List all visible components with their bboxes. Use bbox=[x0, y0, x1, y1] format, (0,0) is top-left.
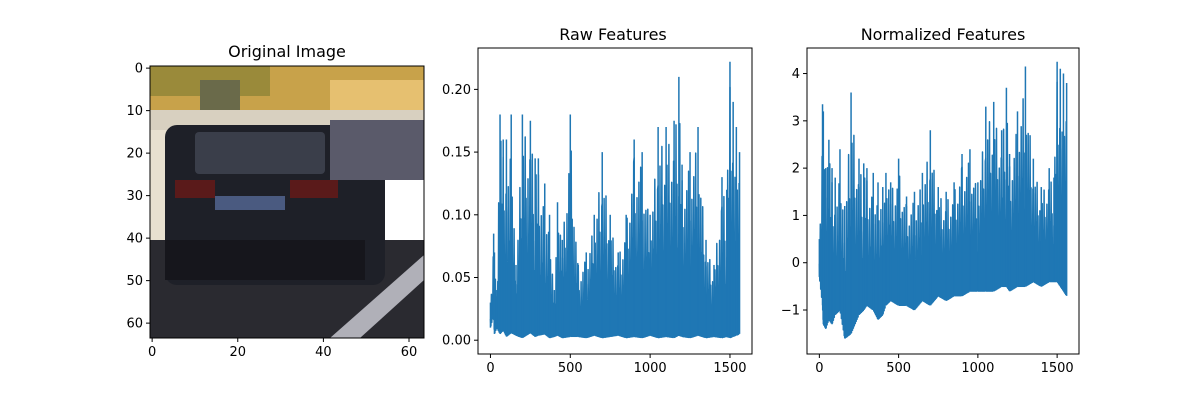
x-tick-label: 1500 bbox=[713, 361, 746, 376]
y-tick-label: −1 bbox=[781, 304, 800, 319]
x-tick-label: 40 bbox=[315, 345, 332, 360]
y-tick-label: 10 bbox=[126, 104, 143, 119]
x-tick-label: 0 bbox=[486, 361, 494, 376]
x-tick-label: 0 bbox=[815, 361, 823, 376]
y-tick-label: 50 bbox=[126, 274, 143, 289]
x-tick-label: 1000 bbox=[961, 361, 994, 376]
x-tick-label: 500 bbox=[558, 361, 583, 376]
normalized-features-title: Normalized Features bbox=[861, 25, 1026, 44]
image-panel: Original Image 0 20 40 60 0 10 20 30 40 50 60 bbox=[126, 42, 425, 360]
image-title: Original Image bbox=[228, 42, 346, 61]
y-tick-label: 3 bbox=[792, 114, 800, 129]
y-tick-label: 0.00 bbox=[442, 334, 471, 349]
y-tick-label: 0 bbox=[135, 62, 143, 77]
y-tick-label: 0.10 bbox=[442, 208, 471, 223]
y-tick-label: 20 bbox=[126, 147, 143, 162]
normalized-features-panel: Normalized Features 0 500 1000 1500 −1 0 1 2 3 4 bbox=[781, 25, 1080, 376]
image-ticks: 0 20 40 60 0 10 20 30 40 50 60 bbox=[126, 62, 417, 360]
y-tick-label: 0.20 bbox=[442, 83, 471, 98]
y-tick-label: 4 bbox=[792, 67, 800, 82]
y-tick-label: 0.15 bbox=[442, 146, 471, 161]
y-tick-label: 40 bbox=[126, 232, 143, 247]
car-image bbox=[150, 66, 424, 338]
y-tick-label: 30 bbox=[126, 189, 143, 204]
image-frame bbox=[149, 65, 425, 339]
raw-features-frame bbox=[477, 47, 753, 355]
x-tick-label: 500 bbox=[886, 361, 911, 376]
raw-features-plot bbox=[489, 61, 741, 339]
x-tick-label: 1000 bbox=[634, 361, 667, 376]
raw-features-panel: Raw Features 0 500 1000 1500 0.00 0.05 0.10 0.1… bbox=[442, 25, 753, 376]
y-tick-label: 0.05 bbox=[442, 271, 471, 286]
normalized-features-frame bbox=[806, 47, 1080, 355]
y-tick-label: 2 bbox=[792, 162, 800, 177]
normalized-features-ticks: 0 500 1000 1500 −1 0 1 2 3 4 bbox=[781, 67, 1074, 376]
y-tick-label: 60 bbox=[126, 317, 143, 332]
x-tick-label: 0 bbox=[148, 345, 156, 360]
normalized-features-plot bbox=[818, 61, 1068, 339]
raw-features-title: Raw Features bbox=[559, 25, 667, 44]
raw-features-ticks: 0 500 1000 1500 0.00 0.05 0.10 0.15 0.20 bbox=[442, 83, 746, 376]
y-tick-label: 1 bbox=[792, 209, 800, 224]
x-tick-label: 60 bbox=[401, 345, 418, 360]
feature-series-line bbox=[489, 86, 740, 339]
x-tick-label: 20 bbox=[229, 345, 246, 360]
x-tick-label: 1500 bbox=[1041, 361, 1074, 376]
y-tick-label: 0 bbox=[792, 256, 800, 271]
feature-series-line bbox=[818, 81, 1067, 339]
